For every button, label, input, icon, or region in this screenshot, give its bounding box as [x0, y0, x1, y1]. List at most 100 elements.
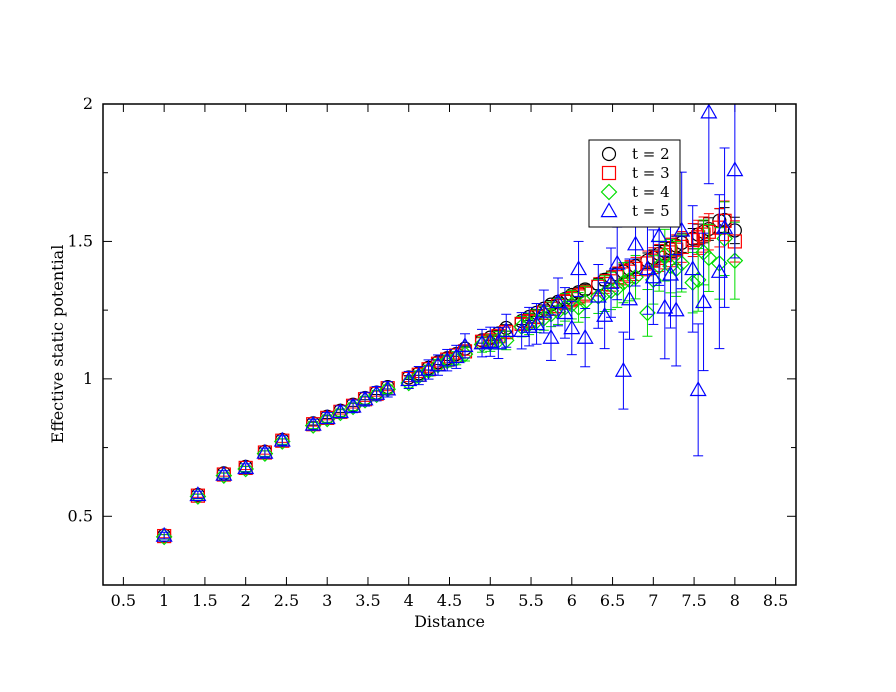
data-point-triangle — [497, 322, 515, 337]
data-point-triangle — [656, 298, 674, 314]
x-tick-label-3: 2 — [241, 591, 251, 610]
legend-marker-2 — [601, 165, 617, 181]
x-tick-label-0: 0.5 — [111, 591, 136, 610]
data-point-triangle — [318, 409, 336, 425]
data-point-triangle — [481, 333, 499, 348]
data-point-diamond — [497, 332, 515, 349]
data-point-triangle — [489, 334, 507, 350]
axis-ticks: 0.5 1 1.5 2 2.5 3 3.5 4 4.5 5 5.5 6 6.5 7 7.5 8 8.5 0.5 1 1… — [68, 94, 796, 610]
data-point-triangle — [237, 459, 255, 475]
data-point-triangle — [620, 290, 639, 306]
x-tick-label-15: 8 — [730, 591, 740, 610]
data-point-triangle — [710, 262, 728, 278]
data-point-triangle — [661, 265, 680, 281]
data-point-triangle — [304, 415, 322, 431]
data-point-triangle — [520, 317, 538, 333]
x-tick-label-2: 1.5 — [192, 591, 217, 610]
x-tick-label-7: 4 — [404, 591, 414, 610]
x-tick-label-9: 5 — [485, 591, 495, 610]
data-point-triangle — [447, 348, 465, 364]
data-point-triangle — [331, 403, 349, 419]
data-point-triangle — [700, 104, 718, 119]
data-point-triangle — [608, 254, 626, 270]
y-axis-label: Effective static potential — [48, 245, 67, 444]
data-point-triangle — [576, 328, 594, 344]
x-tick-label-10: 5.5 — [518, 591, 543, 610]
data-point-triangle — [695, 293, 713, 309]
data-point-triangle — [684, 260, 702, 276]
data-point-diamond — [639, 304, 656, 322]
x-tick-label-1: 1 — [159, 591, 169, 610]
data-point-triangle — [644, 268, 662, 284]
data-point-diamond — [237, 460, 255, 478]
data-point-square — [691, 230, 706, 245]
data-point-triangle — [528, 315, 546, 331]
data-point-diamond — [215, 467, 233, 484]
data-point-diamond — [155, 528, 173, 546]
data-point-diamond — [273, 433, 291, 450]
data-point-diamond — [332, 404, 349, 422]
data-point-diamond — [256, 445, 274, 462]
data-point-diamond — [304, 417, 322, 434]
data-point-diamond — [318, 410, 336, 428]
data-point-triangle — [589, 287, 607, 303]
data-point-triangle — [356, 390, 374, 406]
y-tick-label-3: 2 — [83, 94, 93, 113]
data-point-triangle — [368, 384, 386, 400]
data-point-triangle — [716, 218, 734, 234]
data-point-triangle — [155, 526, 173, 542]
legend-label-4: t = 5 — [632, 202, 670, 220]
data-point-triangle — [689, 381, 707, 397]
data-point-triangle — [513, 322, 531, 337]
data-point-triangle — [602, 273, 620, 289]
x-tick-label-4: 2.5 — [274, 591, 299, 610]
data-point-triangle — [650, 227, 668, 243]
data-point-triangle — [667, 301, 685, 317]
x-axis-label: Distance — [414, 612, 485, 631]
axis-labels: Distance Effective static potential — [48, 245, 485, 631]
data-point-triangle — [542, 328, 560, 344]
data-point-triangle — [215, 465, 233, 481]
x-tick-label-6: 3.5 — [355, 591, 380, 610]
legend-label-3: t = 4 — [632, 183, 670, 201]
plot-area — [155, 104, 744, 546]
data-point-triangle — [256, 443, 274, 459]
data-point-diamond — [570, 299, 587, 316]
y-tick-label-0: 0.5 — [68, 506, 93, 525]
y-tick-label-1: 1 — [83, 369, 93, 388]
data-point-triangle — [379, 380, 397, 396]
data-point-triangle — [627, 235, 645, 251]
data-point-triangle — [563, 319, 581, 335]
legend-label-1: t = 2 — [632, 145, 670, 163]
x-tick-label-14: 7.5 — [681, 591, 706, 610]
data-point-triangle — [535, 302, 553, 318]
plot-frame — [102, 103, 797, 586]
legend-label-2: t = 3 — [632, 164, 670, 182]
legend: t = 2t = 3t = 4t = 5 — [588, 139, 681, 228]
data-point-diamond — [189, 488, 207, 505]
x-tick-label-13: 7 — [648, 591, 658, 610]
series-4 — [155, 104, 744, 542]
x-tick-label-5: 3 — [322, 591, 332, 610]
data-point-triangle — [673, 221, 691, 237]
legend-marker-1 — [601, 146, 617, 162]
data-point-triangle — [456, 337, 474, 353]
x-tick-label-12: 6.5 — [600, 591, 625, 610]
data-point-triangle — [189, 486, 207, 502]
data-point-triangle — [726, 161, 744, 177]
x-tick-label-11: 6 — [567, 591, 577, 610]
data-point-triangle — [570, 260, 588, 276]
data-point-triangle — [596, 306, 614, 322]
legend-marker-4 — [600, 202, 618, 218]
data-point-triangle — [273, 431, 291, 447]
y-tick-label-2: 1.5 — [68, 231, 93, 250]
data-point-triangle — [429, 356, 447, 372]
legend-marker-3 — [600, 183, 618, 201]
data-point-triangle — [614, 361, 632, 377]
data-point-triangle — [556, 304, 574, 320]
data-point-diamond — [615, 274, 632, 292]
x-tick-label-16: 8.5 — [763, 591, 788, 610]
data-point-triangle — [638, 260, 656, 276]
